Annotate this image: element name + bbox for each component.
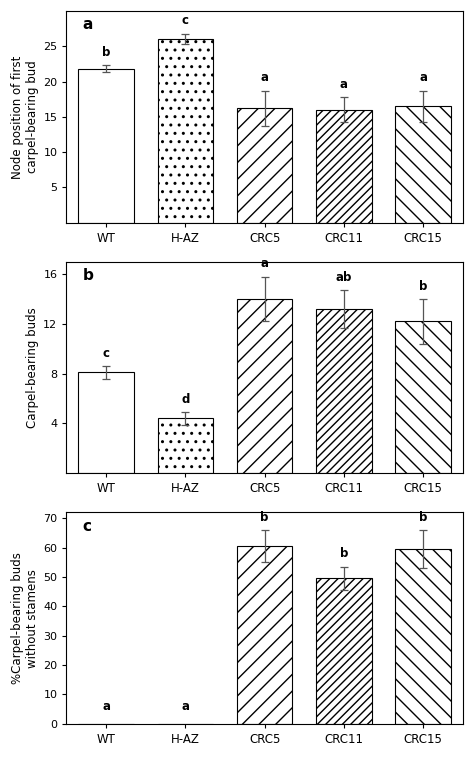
Bar [395, 549, 451, 724]
Text: a: a [102, 700, 110, 713]
Bar [78, 69, 134, 223]
Text: b: b [102, 46, 110, 59]
Bar [158, 39, 213, 223]
Text: b: b [261, 511, 269, 524]
Bar [395, 322, 451, 473]
Text: c: c [82, 519, 91, 534]
Bar [316, 110, 372, 223]
Y-axis label: Carpel-bearing buds: Carpel-bearing buds [26, 307, 39, 428]
Text: b: b [419, 511, 428, 524]
Bar [395, 106, 451, 223]
Text: a: a [182, 700, 190, 713]
Text: b: b [419, 280, 428, 293]
Text: a: a [261, 257, 269, 270]
Bar [237, 108, 292, 223]
Bar [78, 372, 134, 473]
Text: a: a [340, 78, 348, 91]
Text: a: a [419, 71, 427, 85]
Bar [316, 578, 372, 724]
Text: c: c [102, 347, 109, 360]
Bar [158, 419, 213, 473]
Bar [237, 299, 292, 473]
Text: a: a [82, 17, 92, 33]
Text: b: b [82, 268, 93, 283]
Text: ab: ab [336, 271, 352, 284]
Y-axis label: Node position of first
carpel-bearing bud: Node position of first carpel-bearing bu… [11, 55, 39, 179]
Bar [237, 546, 292, 724]
Text: d: d [181, 393, 190, 406]
Text: c: c [182, 14, 189, 27]
Y-axis label: %Carpel-bearing buds
without stamens: %Carpel-bearing buds without stamens [11, 552, 39, 684]
Bar [316, 309, 372, 473]
Text: a: a [261, 71, 269, 85]
Text: b: b [340, 547, 348, 560]
